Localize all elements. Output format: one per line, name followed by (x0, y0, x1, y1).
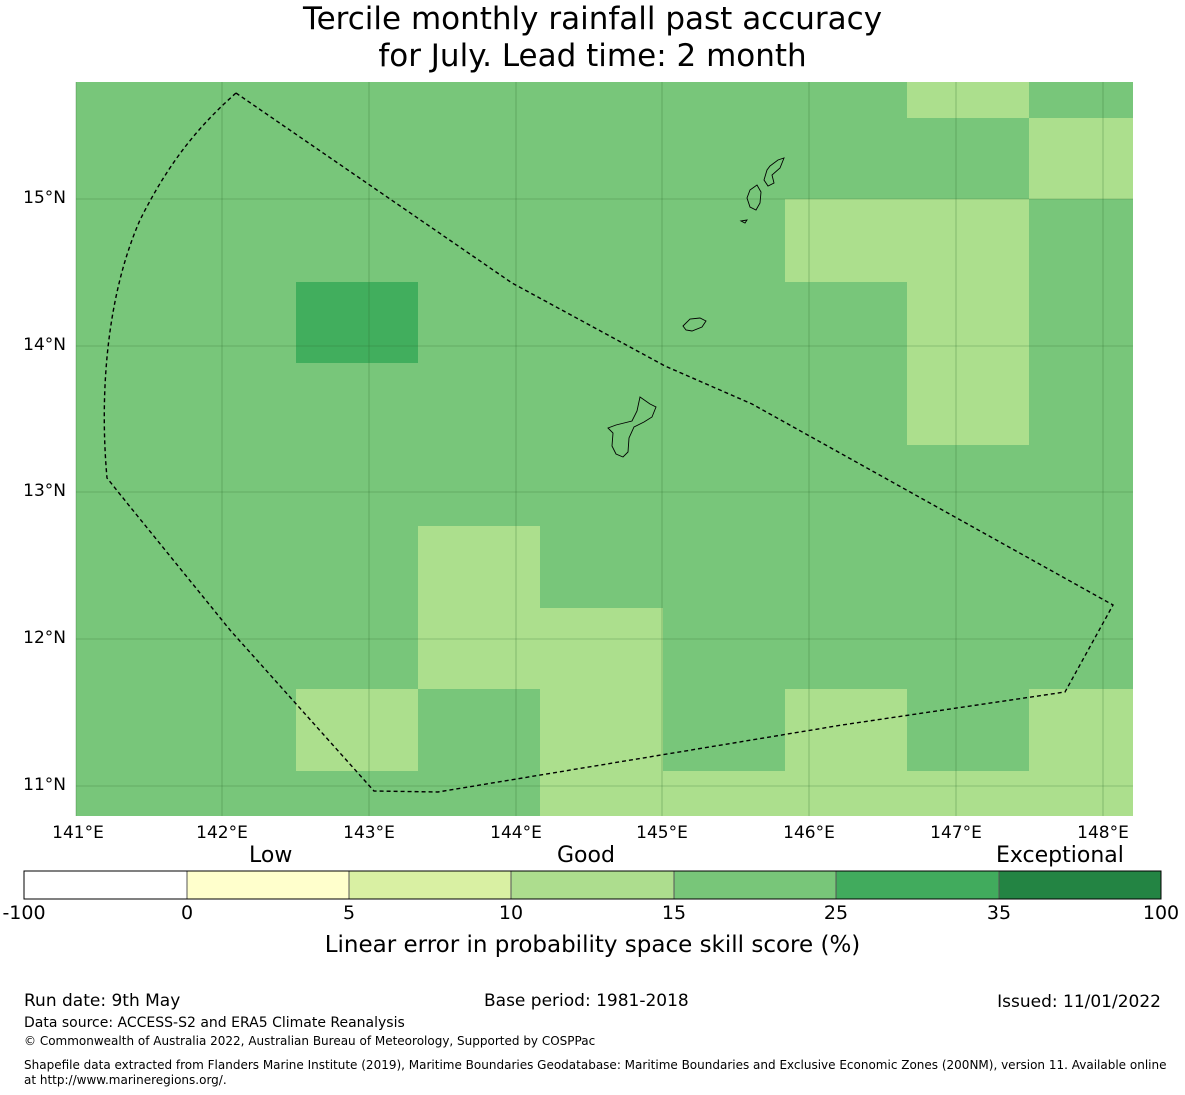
colorbar-word-good: Good (557, 843, 615, 868)
colorbar-tick: 5 (342, 902, 356, 924)
colorbar-tick: -100 (2, 902, 46, 924)
colorbar-segment (187, 871, 349, 899)
skill-cell (785, 199, 1029, 282)
lat-label: 12°N (23, 628, 66, 648)
colorbar-tick: 15 (661, 902, 687, 924)
colorbar-frame (23, 870, 1162, 900)
colorbar-segment (511, 871, 674, 899)
skill-cell (540, 771, 785, 816)
skill-cell (1029, 689, 1133, 816)
island-guam (607, 396, 657, 458)
lon-label: 143°E (343, 823, 395, 843)
island-saipan (763, 157, 785, 187)
colorbar (23, 870, 1162, 900)
skill-cell (907, 82, 1029, 118)
skill-cell (907, 282, 1029, 445)
lon-label: 142°E (196, 823, 248, 843)
skill-cell (418, 608, 663, 689)
colorbar-label: Linear error in probability space skill … (324, 932, 861, 958)
skill-cell (1029, 118, 1133, 199)
lat-label: 14°N (23, 335, 66, 355)
colorbar-segment (836, 871, 999, 899)
skill-cell (296, 689, 418, 771)
eez-boundary (103, 92, 1114, 793)
skill-cell (907, 771, 1029, 816)
lon-label: 141°E (52, 823, 104, 843)
skill-map (75, 82, 1133, 816)
island-rota (682, 317, 707, 332)
colorbar-tick: 25 (823, 902, 849, 924)
colorbar-word-low: Low (249, 843, 293, 868)
colorbar-tick: 100 (1142, 902, 1180, 924)
colorbar-segment (24, 871, 187, 899)
shapefile-credit-line1: Shapefile data extracted from Flanders M… (24, 1058, 1167, 1072)
colorbar-word-exceptional: Exceptional (996, 843, 1124, 868)
lon-label: 144°E (490, 823, 542, 843)
lon-label: 147°E (930, 823, 982, 843)
lon-label: 148°E (1077, 823, 1129, 843)
skill-cell (540, 689, 663, 771)
island-aguijan (739, 219, 748, 224)
issued-date: Issued: 11/01/2022 (997, 992, 1161, 1012)
skill-cell (418, 526, 540, 608)
colorbar-segment (999, 871, 1161, 899)
colorbar-tick: 0 (180, 902, 194, 924)
base-period: Base period: 1981-2018 (484, 991, 689, 1011)
data-source: Data source: ACCESS-S2 and ERA5 Climate … (24, 1015, 405, 1031)
island-tinian (746, 184, 762, 211)
skill-cell-high (296, 282, 418, 363)
light-skill-cells (296, 82, 1133, 816)
lat-label: 15°N (23, 188, 66, 208)
chart-title-line2: for July. Lead time: 2 month (378, 38, 807, 74)
chart-title-line1: Tercile monthly rainfall past accuracy (302, 1, 883, 37)
run-date: Run date: 9th May (24, 991, 181, 1011)
colorbar-tick: 35 (986, 902, 1012, 924)
skill-cell (785, 689, 907, 816)
islands (607, 157, 785, 458)
lat-label: 11°N (23, 775, 66, 795)
colorbar-segment (349, 871, 511, 899)
colorbar-segment (674, 871, 836, 899)
colorbar-tick: 10 (498, 902, 524, 924)
copyright: © Commonwealth of Australia 2022, Austra… (24, 1034, 596, 1048)
lat-label: 13°N (23, 481, 66, 501)
graticule (75, 82, 1133, 816)
lon-label: 145°E (636, 823, 688, 843)
lon-label: 146°E (783, 823, 835, 843)
shapefile-credit-line2: at http://www.marineregions.org/. (24, 1073, 227, 1087)
